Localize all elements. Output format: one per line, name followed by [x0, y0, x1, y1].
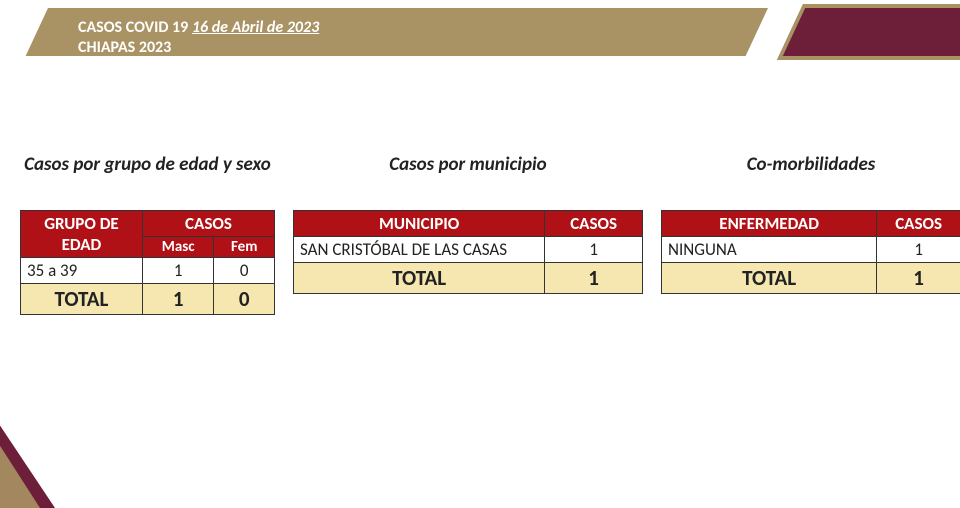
cell-muni-name: SAN CRISTÓBAL DE LAS CASAS [294, 237, 545, 263]
cell-fem: 0 [214, 258, 275, 284]
total-row: TOTAL 1 [662, 263, 960, 294]
th-enf-cases: CASOS [877, 211, 960, 237]
cell-total-label: TOTAL [294, 263, 545, 294]
header-line2: CHIAPAS 2023 [78, 38, 319, 58]
table-row: 35 a 39 1 0 [21, 258, 275, 284]
th-muni-cases: CASOS [545, 211, 643, 237]
table-row: SAN CRISTÓBAL DE LAS CASAS 1 [294, 237, 643, 263]
total-row: TOTAL 1 [294, 263, 643, 294]
th-fem: Fem [214, 237, 275, 258]
cell-total-label: TOTAL [21, 284, 143, 315]
panel-title-municipio: Casos por municipio [293, 140, 643, 188]
cell-total-masc: 1 [142, 284, 213, 315]
panel-municipio: Casos por municipio MUNICIPIO CASOS SAN … [293, 140, 643, 315]
content-row: Casos por grupo de edad y sexo GRUPO DE … [0, 140, 960, 315]
th-masc: Masc [142, 237, 213, 258]
cell-age-range: 35 a 39 [21, 258, 143, 284]
th-muni: MUNICIPIO [294, 211, 545, 237]
cell-muni-cases: 1 [545, 237, 643, 263]
panel-title-age-sex: Casos por grupo de edad y sexo [20, 140, 275, 188]
header-band: CASOS COVID 19 16 de Abril de 2023 CHIAP… [0, 8, 960, 56]
header-date: 16 de Abril de 2023 [192, 18, 319, 37]
corner-triangle-gold [0, 438, 40, 508]
cell-enf-name: NINGUNA [662, 237, 877, 263]
table-comorb: ENFERMEDAD CASOS NINGUNA 1 TOTAL 1 [661, 210, 960, 294]
th-cases: CASOS [142, 211, 274, 237]
maroon-corner-shape [777, 4, 960, 60]
cell-total-label: TOTAL [662, 263, 877, 294]
panel-comorb: Co-morbilidades ENFERMEDAD CASOS NINGUNA… [661, 140, 960, 315]
panel-title-comorb: Co-morbilidades [661, 140, 960, 188]
table-age-sex: GRUPO DE EDAD CASOS Masc Fem 35 a 39 1 0… [20, 210, 275, 315]
total-row: TOTAL 1 0 [21, 284, 275, 315]
cell-total-cases: 1 [877, 263, 960, 294]
th-enf: ENFERMEDAD [662, 211, 877, 237]
header-text: CASOS COVID 19 16 de Abril de 2023 CHIAP… [78, 18, 319, 58]
cell-masc: 1 [142, 258, 213, 284]
header-prefix: CASOS COVID 19 [78, 18, 192, 37]
cell-enf-cases: 1 [877, 237, 960, 263]
table-municipio: MUNICIPIO CASOS SAN CRISTÓBAL DE LAS CAS… [293, 210, 643, 294]
cell-total-fem: 0 [214, 284, 275, 315]
table-row: NINGUNA 1 [662, 237, 960, 263]
th-group: GRUPO DE EDAD [21, 211, 143, 258]
panel-age-sex: Casos por grupo de edad y sexo GRUPO DE … [20, 140, 275, 315]
cell-total-cases: 1 [545, 263, 643, 294]
